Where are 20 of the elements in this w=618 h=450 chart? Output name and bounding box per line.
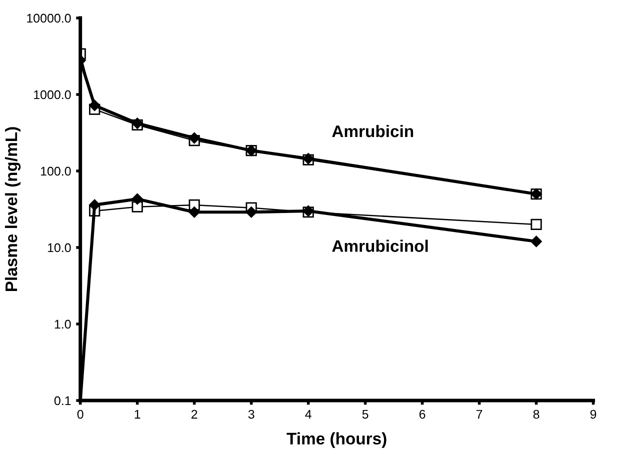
x-tick-label: 4 bbox=[305, 410, 312, 419]
y-axis-title: Plasme level (ng/mL) bbox=[4, 127, 21, 292]
x-tick-label: 6 bbox=[419, 410, 426, 419]
y-tick-label: 1.0 bbox=[54, 320, 71, 329]
x-tick-label: 8 bbox=[533, 410, 540, 419]
x-tick-label: 7 bbox=[476, 410, 482, 419]
annotation: Amrubicinol bbox=[332, 240, 428, 252]
y-tick-label: 10000.0 bbox=[27, 14, 71, 23]
x-tick-label: 0 bbox=[77, 410, 84, 419]
y-tick-label: 100.0 bbox=[40, 166, 71, 176]
x-tick-label: 9 bbox=[590, 410, 596, 419]
y-tick-label: 0.1 bbox=[54, 396, 71, 406]
x-tick-label: 1 bbox=[134, 410, 140, 419]
x-tick-label: 2 bbox=[191, 410, 198, 419]
x-tick-label: 5 bbox=[362, 410, 368, 419]
annotation: Amrubicin bbox=[332, 124, 414, 138]
y-tick-label: 1000.0 bbox=[34, 90, 71, 100]
y-tick-label: 10.0 bbox=[48, 243, 71, 252]
x-axis-title: Time (hours) bbox=[286, 432, 386, 448]
x-tick-label: 3 bbox=[248, 410, 254, 419]
